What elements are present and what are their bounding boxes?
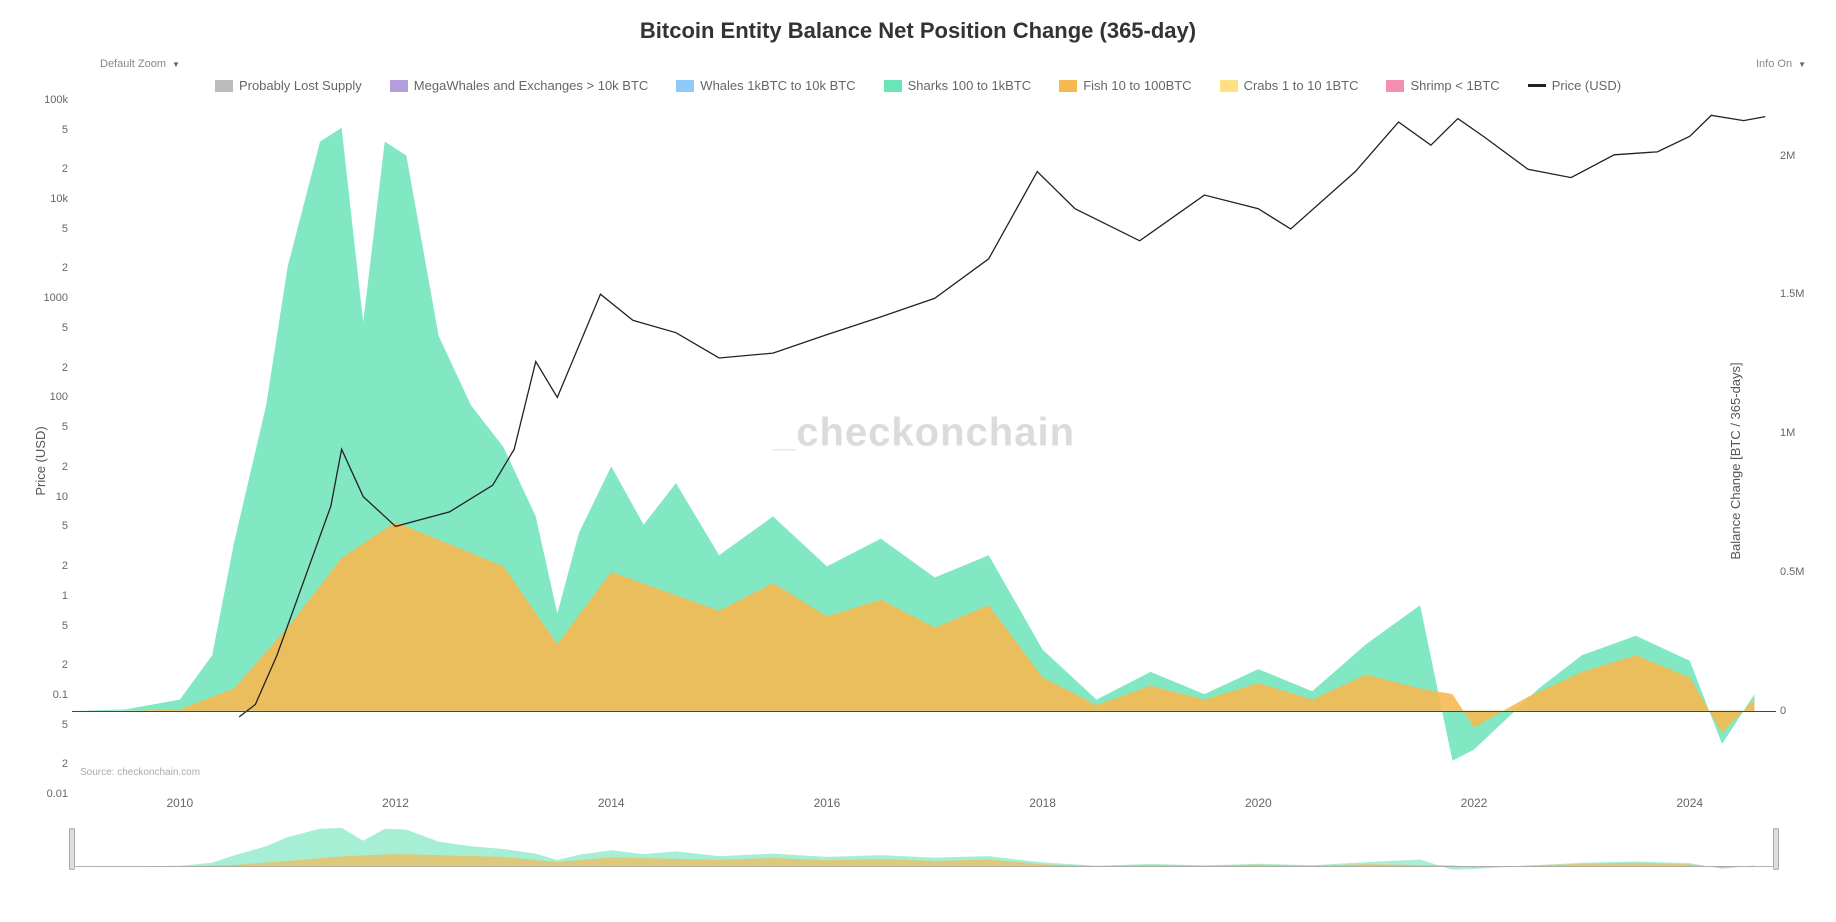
y-tick: 2 [24, 461, 68, 473]
y-tick: 2M [1780, 150, 1828, 162]
zero-line [72, 711, 1776, 712]
y-tick: 2 [24, 758, 68, 770]
legend-swatch [884, 80, 902, 92]
legend-swatch [215, 80, 233, 92]
y-tick: 5 [24, 620, 68, 632]
x-tick: 2020 [1245, 796, 1272, 810]
legend-label: Fish 10 to 100BTC [1083, 78, 1191, 93]
chart-title: Bitcoin Entity Balance Net Position Chan… [0, 0, 1836, 44]
y-tick: 0 [1780, 705, 1828, 717]
y-tick: 1 [24, 590, 68, 602]
legend-label: Shrimp < 1BTC [1410, 78, 1499, 93]
y-tick: 10 [24, 491, 68, 503]
legend-item[interactable]: Probably Lost Supply [215, 78, 362, 93]
y-axis-left: 100k5210k521000521005210521520.1520.01 [24, 100, 68, 794]
legend-item[interactable]: Crabs 1 to 10 1BTC [1220, 78, 1359, 93]
legend-label: Probably Lost Supply [239, 78, 362, 93]
y-tick: 1000 [24, 292, 68, 304]
y-tick: 2 [24, 163, 68, 175]
y-tick: 2 [24, 659, 68, 671]
y-tick: 0.1 [24, 689, 68, 701]
source-attribution: Source: checkonchain.com [80, 767, 200, 778]
x-tick: 2014 [598, 796, 625, 810]
x-tick: 2018 [1029, 796, 1056, 810]
legend-swatch [1059, 80, 1077, 92]
range-handle-left[interactable] [69, 828, 75, 870]
x-tick: 2024 [1676, 796, 1703, 810]
y-tick: 5 [24, 719, 68, 731]
y-tick: 100k [24, 94, 68, 106]
x-tick: 2012 [382, 796, 409, 810]
legend: Probably Lost Supply MegaWhales and Excha… [0, 78, 1836, 93]
plot-area[interactable]: 100k5210k521000521005210521520.1520.01 2… [72, 100, 1776, 794]
legend-label: Whales 1kBTC to 10k BTC [700, 78, 855, 93]
y-tick: 1M [1780, 427, 1828, 439]
legend-swatch [676, 80, 694, 92]
legend-item[interactable]: Fish 10 to 100BTC [1059, 78, 1191, 93]
legend-label: Price (USD) [1552, 78, 1621, 93]
chart-svg [72, 100, 1776, 794]
legend-item[interactable]: Price (USD) [1528, 78, 1621, 93]
zoom-dropdown[interactable]: Default Zoom ▼ [100, 58, 180, 70]
x-tick: 2016 [814, 796, 841, 810]
legend-swatch [1386, 80, 1404, 92]
legend-item[interactable]: Shrimp < 1BTC [1386, 78, 1499, 93]
legend-label: Crabs 1 to 10 1BTC [1244, 78, 1359, 93]
legend-item[interactable]: Whales 1kBTC to 10k BTC [676, 78, 855, 93]
y-tick: 0.01 [24, 788, 68, 800]
y-tick: 5 [24, 223, 68, 235]
range-handle-right[interactable] [1773, 828, 1779, 870]
info-label: Info On [1756, 58, 1792, 70]
y-tick: 0.5M [1780, 566, 1828, 578]
y-tick: 2 [24, 262, 68, 274]
chart-container: Bitcoin Entity Balance Net Position Chan… [0, 0, 1836, 922]
y-tick: 5 [24, 322, 68, 334]
y-tick: 2 [24, 362, 68, 374]
y-tick: 5 [24, 520, 68, 532]
y-tick: 1.5M [1780, 288, 1828, 300]
legend-label: MegaWhales and Exchanges > 10k BTC [414, 78, 649, 93]
legend-item[interactable]: Sharks 100 to 1kBTC [884, 78, 1032, 93]
y-tick: 2 [24, 560, 68, 572]
y-tick: 10k [24, 193, 68, 205]
y-tick: 5 [24, 124, 68, 136]
y-tick: 100 [24, 391, 68, 403]
info-dropdown[interactable]: Info On ▼ [1756, 58, 1806, 70]
legend-swatch [390, 80, 408, 92]
range-slider[interactable] [72, 826, 1776, 872]
mini-chart-svg [72, 826, 1776, 872]
zoom-label: Default Zoom [100, 58, 166, 70]
y-axis-right: 2M 1.5M 1M 0.5M 0 [1780, 100, 1828, 794]
legend-label: Sharks 100 to 1kBTC [908, 78, 1032, 93]
chevron-down-icon: ▼ [172, 60, 180, 69]
y-tick: 5 [24, 421, 68, 433]
chevron-down-icon: ▼ [1798, 60, 1806, 69]
x-tick: 2022 [1461, 796, 1488, 810]
x-tick: 2010 [166, 796, 193, 810]
legend-swatch [1528, 84, 1546, 87]
x-axis: 2010 2012 2014 2016 2018 2020 2022 2024 [72, 796, 1776, 816]
legend-item[interactable]: MegaWhales and Exchanges > 10k BTC [390, 78, 649, 93]
legend-swatch [1220, 80, 1238, 92]
